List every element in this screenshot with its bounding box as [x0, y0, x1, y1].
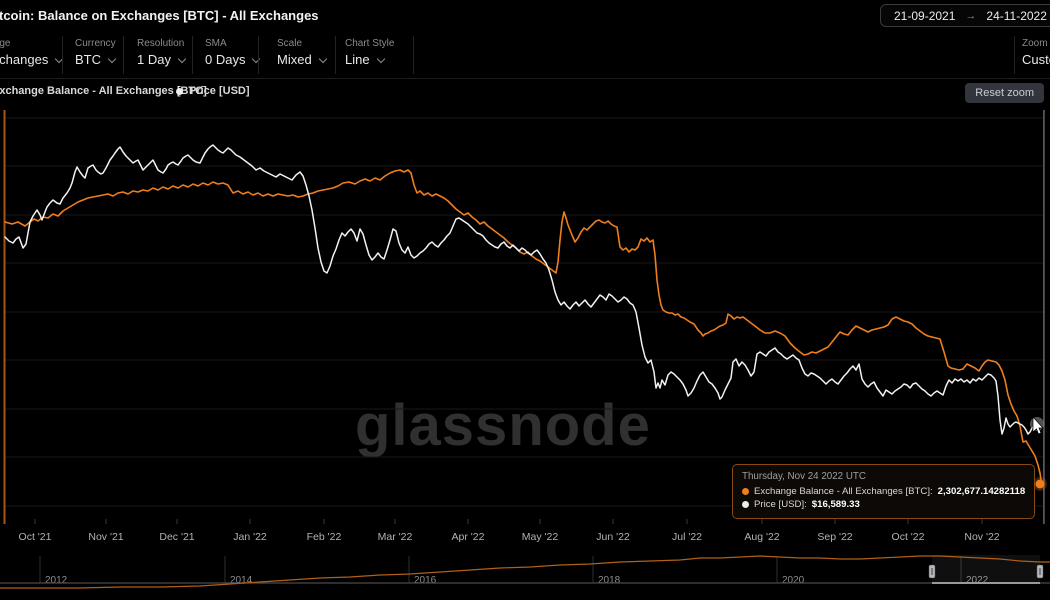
dropdown-exchange-label: Exchange	[0, 38, 11, 49]
dropdown-currency[interactable]: Currency BTC	[75, 38, 117, 67]
dropdown-currency-label: Currency	[75, 38, 116, 49]
tooltip-row-price: Price [USD]: $16,589.33	[742, 498, 1025, 511]
dropdown-zoom-value[interactable]: Custom	[1022, 52, 1050, 67]
left-axis-line	[3, 110, 6, 524]
header-bar: Bitcoin: Balance on Exchanges [BTC] - Al…	[0, 0, 1050, 32]
toolbar-separator	[258, 36, 259, 74]
year-label: 2014	[230, 575, 253, 586]
x-axis-label: Oct '22	[891, 531, 925, 543]
year-label: 2016	[414, 575, 437, 586]
white-dot-icon	[742, 501, 749, 508]
dropdown-resolution[interactable]: Resolution 1 Day	[137, 38, 187, 67]
toolbar-separator	[62, 36, 63, 74]
dropdown-resolution-value[interactable]: 1 Day	[137, 52, 187, 67]
navigator-chart[interactable]: 2012 2014 2016 2018 2020 2022	[0, 550, 1050, 592]
x-axis: Oct '21 Nov '21 Dec '21 Jan '22 Feb '22 Mar '…	[0, 525, 1050, 550]
x-axis-label: Aug '22	[744, 531, 780, 543]
tooltip-label: Exchange Balance - All Exchanges [BTC]:	[754, 486, 933, 497]
date-to[interactable]: 24-11-2022	[986, 8, 1047, 23]
year-label: 2018	[598, 575, 621, 586]
legend-row: Exchange Balance - All Exchanges [BTC] P…	[0, 80, 1050, 108]
orange-dot-icon	[742, 488, 749, 495]
tooltip-row-balance: Exchange Balance - All Exchanges [BTC]: …	[742, 485, 1025, 498]
legend-label: Price [USD]	[189, 85, 250, 97]
tooltip-date: Thursday, Nov 24 2022 UTC	[742, 471, 866, 482]
x-axis-label: Nov '22	[964, 531, 1000, 543]
range-navigator[interactable]: 2012 2014 2016 2018 2020 2022	[0, 550, 1050, 592]
toolbar-separator	[123, 36, 124, 74]
navigator-handle-left[interactable]	[928, 564, 936, 579]
dropdown-scale-label: Scale	[277, 38, 303, 49]
legend-item-exchange-balance[interactable]: Exchange Balance - All Exchanges [BTC]	[0, 85, 207, 97]
balance-end-marker	[1035, 479, 1045, 489]
x-axis-label: May '22	[521, 531, 559, 543]
x-axis-label: Nov '21	[88, 531, 124, 543]
chevron-down-icon	[376, 54, 385, 64]
dropdown-chart-style[interactable]: Chart Style Line	[345, 38, 394, 67]
toolbar-separator	[1014, 36, 1015, 74]
chevron-down-icon	[252, 54, 261, 64]
main-chart-area[interactable]: glassnode Thursday, Nov 24 2022 UTC Exch…	[0, 110, 1050, 525]
tooltip-value: $16,589.33	[811, 499, 860, 510]
x-axis-label: Jun '22	[596, 531, 630, 543]
toolbar-separator	[335, 36, 336, 74]
dropdown-currency-value[interactable]: BTC	[75, 52, 117, 67]
dropdown-exchange[interactable]: Exchange Exchanges	[0, 38, 64, 67]
navigator-handle-right[interactable]	[1036, 564, 1044, 579]
year-label: 2020	[782, 575, 805, 586]
dropdown-sma-value[interactable]: 0 Days	[205, 52, 261, 67]
x-axis-label: Apr '22	[451, 531, 485, 543]
toolbar-separator	[192, 36, 193, 74]
dropdown-scale-value[interactable]: Mixed	[277, 52, 327, 67]
dropdown-zoom[interactable]: Zoom Custom	[1022, 38, 1050, 67]
right-axis-line	[1043, 110, 1045, 524]
chevron-down-icon	[107, 54, 117, 64]
navigator-series-line	[0, 555, 1050, 589]
page-title: Bitcoin: Balance on Exchanges [BTC] - Al…	[0, 8, 319, 23]
reset-zoom-button[interactable]: Reset zoom	[965, 83, 1044, 103]
price-line	[4, 144, 1039, 435]
date-arrow-icon: →	[965, 9, 977, 22]
dropdown-chart-style-label: Chart Style	[345, 38, 395, 49]
dropdown-sma[interactable]: SMA 0 Days	[205, 38, 261, 67]
date-range-picker[interactable]: 21-09-2021 → 24-11-2022	[880, 4, 1050, 27]
chevron-down-icon	[177, 54, 187, 64]
legend-item-price[interactable]: Price [USD]	[176, 85, 250, 97]
x-axis-label: Dec '21	[159, 531, 195, 543]
dropdown-resolution-label: Resolution	[137, 38, 185, 49]
dropdown-sma-label: SMA	[205, 38, 227, 49]
year-label: 2012	[45, 575, 68, 586]
dropdown-zoom-label: Zoom	[1022, 38, 1048, 49]
x-axis-label: Sep '22	[817, 531, 853, 543]
year-label: 2022	[966, 575, 989, 586]
toolbar-separator	[413, 36, 414, 74]
navigator-selection	[932, 555, 1040, 583]
price-balance-chart[interactable]	[0, 110, 1050, 525]
toolbar: Exchange Exchanges Currency BTC Resoluti…	[0, 32, 1050, 79]
legend-dot-white	[176, 87, 183, 95]
x-axis-label: Feb '22	[306, 531, 342, 543]
dropdown-scale[interactable]: Scale Mixed	[277, 38, 327, 67]
x-axis-label: Oct '21	[18, 531, 52, 543]
x-axis-label: Jan '22	[233, 531, 267, 543]
mouse-cursor-icon	[1032, 416, 1044, 435]
chart-tooltip: Thursday, Nov 24 2022 UTC Exchange Balan…	[732, 464, 1036, 519]
dropdown-exchange-value[interactable]: Exchanges	[0, 52, 64, 67]
x-axis-label: Mar '22	[377, 531, 413, 543]
chevron-down-icon	[318, 54, 327, 64]
tooltip-label: Price [USD]:	[754, 499, 807, 510]
date-from[interactable]: 21-09-2021	[894, 8, 956, 23]
exchange-balance-line	[4, 169, 1042, 485]
tooltip-value: 2,302,677.14282118	[937, 486, 1026, 497]
dropdown-chart-style-value[interactable]: Line	[345, 52, 394, 67]
legend-label: Exchange Balance - All Exchanges [BTC]	[0, 85, 207, 97]
x-axis-label: Jul '22	[671, 531, 703, 543]
